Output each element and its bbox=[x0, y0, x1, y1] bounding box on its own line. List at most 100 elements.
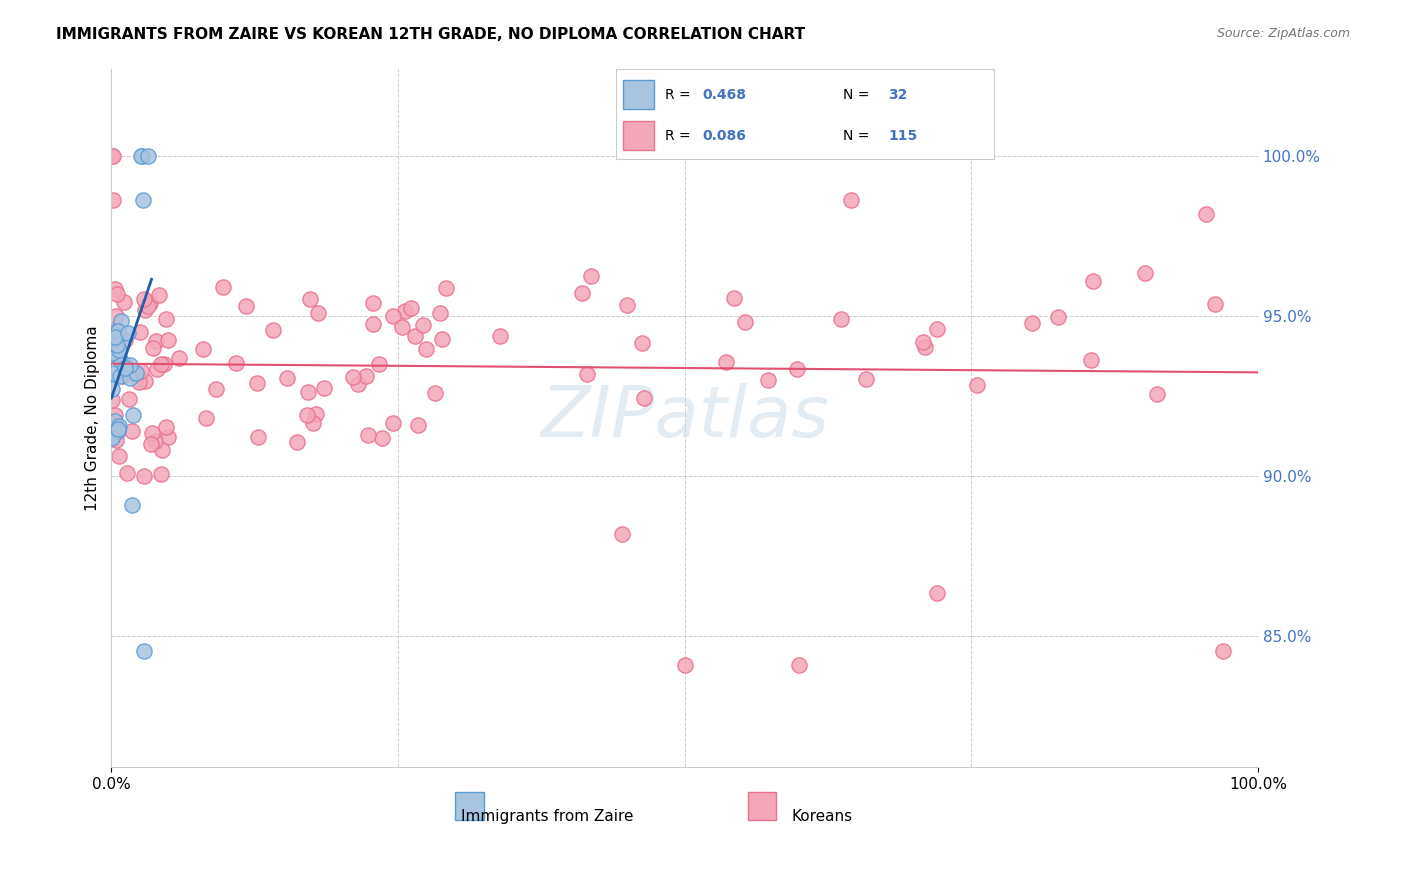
Koreans bbox=[114, 358, 136, 372]
Koreans bbox=[148, 288, 170, 302]
Koreans bbox=[354, 368, 377, 383]
Koreans bbox=[139, 296, 162, 310]
Y-axis label: 12th Grade, No Diploma: 12th Grade, No Diploma bbox=[86, 325, 100, 511]
Koreans bbox=[423, 386, 446, 401]
Koreans bbox=[401, 301, 423, 315]
Koreans bbox=[966, 378, 988, 392]
Koreans bbox=[153, 357, 176, 371]
Koreans bbox=[927, 322, 949, 336]
Koreans bbox=[855, 372, 877, 386]
Koreans bbox=[225, 356, 247, 370]
Koreans bbox=[262, 323, 284, 337]
Koreans bbox=[342, 369, 364, 384]
Immigrants from Zaire bbox=[105, 338, 128, 352]
Immigrants from Zaire bbox=[103, 366, 125, 380]
Koreans bbox=[145, 434, 167, 448]
Koreans bbox=[142, 341, 165, 355]
Koreans bbox=[101, 193, 124, 207]
Koreans bbox=[101, 393, 124, 408]
Koreans bbox=[297, 385, 319, 400]
Koreans bbox=[115, 466, 138, 480]
Koreans bbox=[927, 585, 949, 599]
Immigrants from Zaire bbox=[107, 331, 129, 345]
Immigrants from Zaire bbox=[120, 358, 142, 372]
Koreans bbox=[312, 381, 335, 395]
Koreans bbox=[134, 302, 156, 317]
Koreans bbox=[145, 334, 167, 348]
Koreans bbox=[734, 315, 756, 329]
Koreans bbox=[429, 305, 451, 319]
Koreans bbox=[347, 377, 370, 392]
Koreans bbox=[121, 424, 143, 438]
Immigrants from Zaire bbox=[110, 368, 132, 383]
Koreans bbox=[1146, 387, 1168, 401]
Immigrants from Zaire bbox=[132, 193, 155, 207]
Koreans bbox=[107, 287, 129, 301]
Koreans bbox=[111, 368, 134, 383]
Koreans bbox=[112, 294, 135, 309]
Koreans bbox=[1080, 352, 1102, 367]
Koreans bbox=[134, 468, 156, 483]
Koreans bbox=[307, 305, 329, 319]
Koreans bbox=[235, 299, 257, 313]
Immigrants from Zaire bbox=[121, 498, 143, 512]
Koreans bbox=[128, 375, 150, 389]
Koreans bbox=[105, 310, 128, 324]
Koreans bbox=[101, 149, 124, 163]
Koreans bbox=[434, 281, 457, 295]
Koreans bbox=[371, 431, 394, 445]
Koreans bbox=[1204, 297, 1226, 311]
Koreans bbox=[404, 329, 426, 343]
Koreans bbox=[114, 333, 136, 347]
Koreans bbox=[610, 527, 633, 541]
Koreans bbox=[415, 342, 437, 356]
Immigrants from Zaire bbox=[107, 351, 129, 366]
Koreans bbox=[204, 382, 226, 396]
Koreans bbox=[1212, 644, 1234, 658]
Koreans bbox=[150, 443, 173, 458]
Immigrants from Zaire bbox=[125, 367, 148, 381]
Koreans bbox=[299, 292, 322, 306]
Immigrants from Zaire bbox=[104, 414, 127, 428]
Koreans bbox=[155, 311, 177, 326]
Koreans bbox=[631, 335, 654, 350]
Koreans bbox=[830, 312, 852, 326]
Koreans bbox=[149, 358, 172, 372]
Immigrants from Zaire bbox=[104, 330, 127, 344]
Koreans bbox=[156, 430, 179, 444]
Koreans bbox=[169, 351, 191, 365]
Text: IMMIGRANTS FROM ZAIRE VS KOREAN 12TH GRADE, NO DIPLOMA CORRELATION CHART: IMMIGRANTS FROM ZAIRE VS KOREAN 12TH GRA… bbox=[56, 27, 806, 42]
Immigrants from Zaire bbox=[131, 149, 153, 163]
Koreans bbox=[108, 449, 131, 463]
Koreans bbox=[489, 329, 512, 343]
Koreans bbox=[139, 436, 162, 450]
Immigrants from Zaire bbox=[101, 382, 124, 396]
Koreans bbox=[127, 367, 149, 381]
Koreans bbox=[357, 427, 380, 442]
Immigrants from Zaire bbox=[110, 353, 132, 368]
Koreans bbox=[786, 362, 808, 376]
Koreans bbox=[361, 317, 384, 331]
Koreans bbox=[105, 433, 128, 447]
Koreans bbox=[756, 373, 779, 387]
Immigrants from Zaire bbox=[114, 360, 136, 375]
Immigrants from Zaire bbox=[108, 343, 131, 357]
Immigrants from Zaire bbox=[132, 644, 155, 658]
Immigrants from Zaire bbox=[136, 149, 159, 163]
Koreans bbox=[571, 285, 593, 300]
Koreans bbox=[246, 430, 269, 444]
Koreans bbox=[129, 364, 152, 378]
Koreans bbox=[157, 333, 180, 347]
Koreans bbox=[787, 658, 810, 673]
Immigrants from Zaire bbox=[107, 324, 129, 338]
Koreans bbox=[1046, 310, 1069, 324]
Koreans bbox=[134, 374, 156, 388]
Koreans bbox=[1195, 207, 1218, 221]
Immigrants from Zaire bbox=[121, 408, 143, 422]
Koreans bbox=[136, 299, 159, 313]
Immigrants from Zaire bbox=[101, 429, 124, 443]
Koreans bbox=[367, 357, 389, 371]
Koreans bbox=[616, 297, 638, 311]
Immigrants from Zaire bbox=[107, 425, 129, 439]
Koreans bbox=[391, 319, 413, 334]
